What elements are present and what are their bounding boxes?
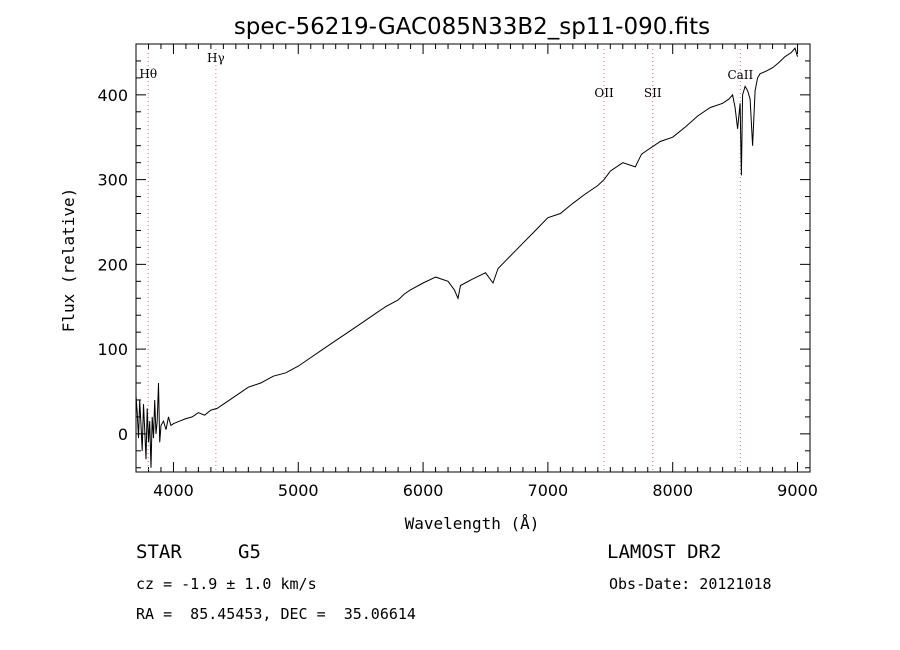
x-tick-label: 7000	[528, 481, 569, 500]
line-marker-label: Hθ	[139, 67, 157, 81]
x-axis-label: Wavelength (Å)	[405, 514, 540, 533]
spectrum-line	[135, 47, 798, 468]
x-tick-label: 5000	[278, 481, 319, 500]
x-tick-label: 6000	[403, 481, 444, 500]
y-tick-label: 400	[97, 86, 128, 105]
chart-title: spec-56219-GAC085N33B2_sp11-090.fits	[234, 14, 710, 40]
obs-date: Obs-Date: 20121018	[609, 575, 772, 593]
line-marker-label: Hγ	[207, 51, 225, 65]
survey-name: LAMOST DR2	[607, 541, 722, 563]
object-subclass: G5	[238, 541, 261, 563]
y-tick-label: 200	[97, 255, 128, 274]
x-tick-label: 4000	[153, 481, 194, 500]
x-tick-label: 8000	[652, 481, 693, 500]
y-axis-label: Flux (relative)	[59, 188, 78, 333]
spectral-line-markers: Hθ Hγ OII SII CaII	[139, 49, 754, 472]
object-type: STAR	[136, 541, 182, 563]
y-tick-label: 100	[97, 340, 128, 359]
line-marker-label: SII	[644, 86, 662, 100]
coordinates: RA = 85.45453, DEC = 35.06614	[136, 605, 416, 623]
y-tick-label: 300	[97, 171, 128, 190]
x-tick-label: 9000	[777, 481, 818, 500]
redshift-readout: cz = -1.9 ± 1.0 km/s	[136, 575, 317, 593]
line-marker-label: CaII	[727, 68, 753, 82]
y-tick-label: 0	[118, 425, 128, 444]
line-marker-label: OII	[594, 86, 614, 100]
plot-axes: 4000 5000 6000 7000 8000 9000 0 100 200 300 400	[97, 43, 818, 500]
